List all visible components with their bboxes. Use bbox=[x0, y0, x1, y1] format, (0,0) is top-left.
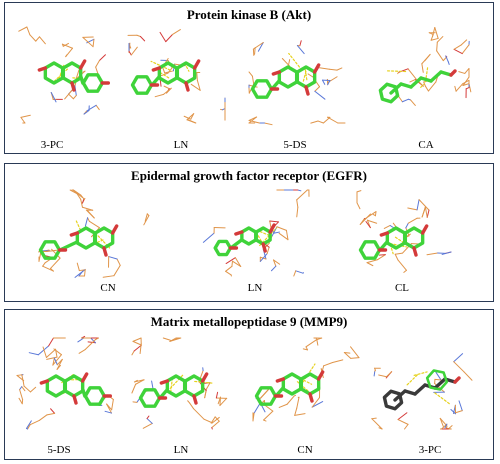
docking-pose-egfr-cl bbox=[356, 190, 452, 273]
ligand-label-mmp9-ln: LN bbox=[173, 444, 189, 456]
docking-pose-mmp9-3pc bbox=[371, 353, 473, 430]
docking-pose-akt-ca bbox=[378, 26, 472, 106]
panel-title-egfr: Epidermal growth factor receptor (EGFR) bbox=[131, 168, 367, 183]
panel-akt: Protein kinase B (Akt) 3-PC LN 5-DS CA bbox=[4, 2, 494, 154]
docking-pose-egfr-cn bbox=[38, 189, 150, 278]
panel-title-akt: Protein kinase B (Akt) bbox=[186, 7, 312, 22]
ligand-label-egfr-ln: LN bbox=[247, 282, 263, 294]
docking-pose-akt-3pc bbox=[18, 26, 111, 124]
ligand-label-akt-5ds: 5-DS bbox=[283, 139, 307, 151]
panel-egfr: Epidermal growth factor receptor (EGFR) … bbox=[4, 163, 494, 302]
panel-mmp9: Matrix metallopeptidase 9 (MMP9) 5-DS LN… bbox=[4, 309, 494, 460]
ligand-label-akt-3pc: 3-PC bbox=[40, 139, 64, 151]
ligand-label-egfr-cl: CL bbox=[394, 282, 410, 294]
ligand-label-mmp9-5ds: 5-DS bbox=[47, 444, 71, 456]
ligand-label-akt-ln: LN bbox=[173, 139, 189, 151]
docking-pose-akt-5ds bbox=[248, 40, 346, 126]
docking-pose-mmp9-5ds bbox=[16, 335, 114, 430]
docking-pose-mmp9-cn bbox=[252, 337, 360, 422]
docking-pose-egfr-ln bbox=[202, 189, 310, 277]
docking-pose-mmp9-ln bbox=[131, 337, 228, 430]
ligand-label-akt-ca: CA bbox=[418, 139, 434, 151]
ligand-label-mmp9-3pc: 3-PC bbox=[418, 444, 442, 456]
ligand-label-mmp9-cn: CN bbox=[297, 444, 313, 456]
ligand-label-egfr-cn: CN bbox=[100, 282, 116, 294]
docking-pose-akt-ln bbox=[127, 29, 226, 124]
panel-title-mmp9: Matrix metallopeptidase 9 (MMP9) bbox=[150, 314, 348, 329]
